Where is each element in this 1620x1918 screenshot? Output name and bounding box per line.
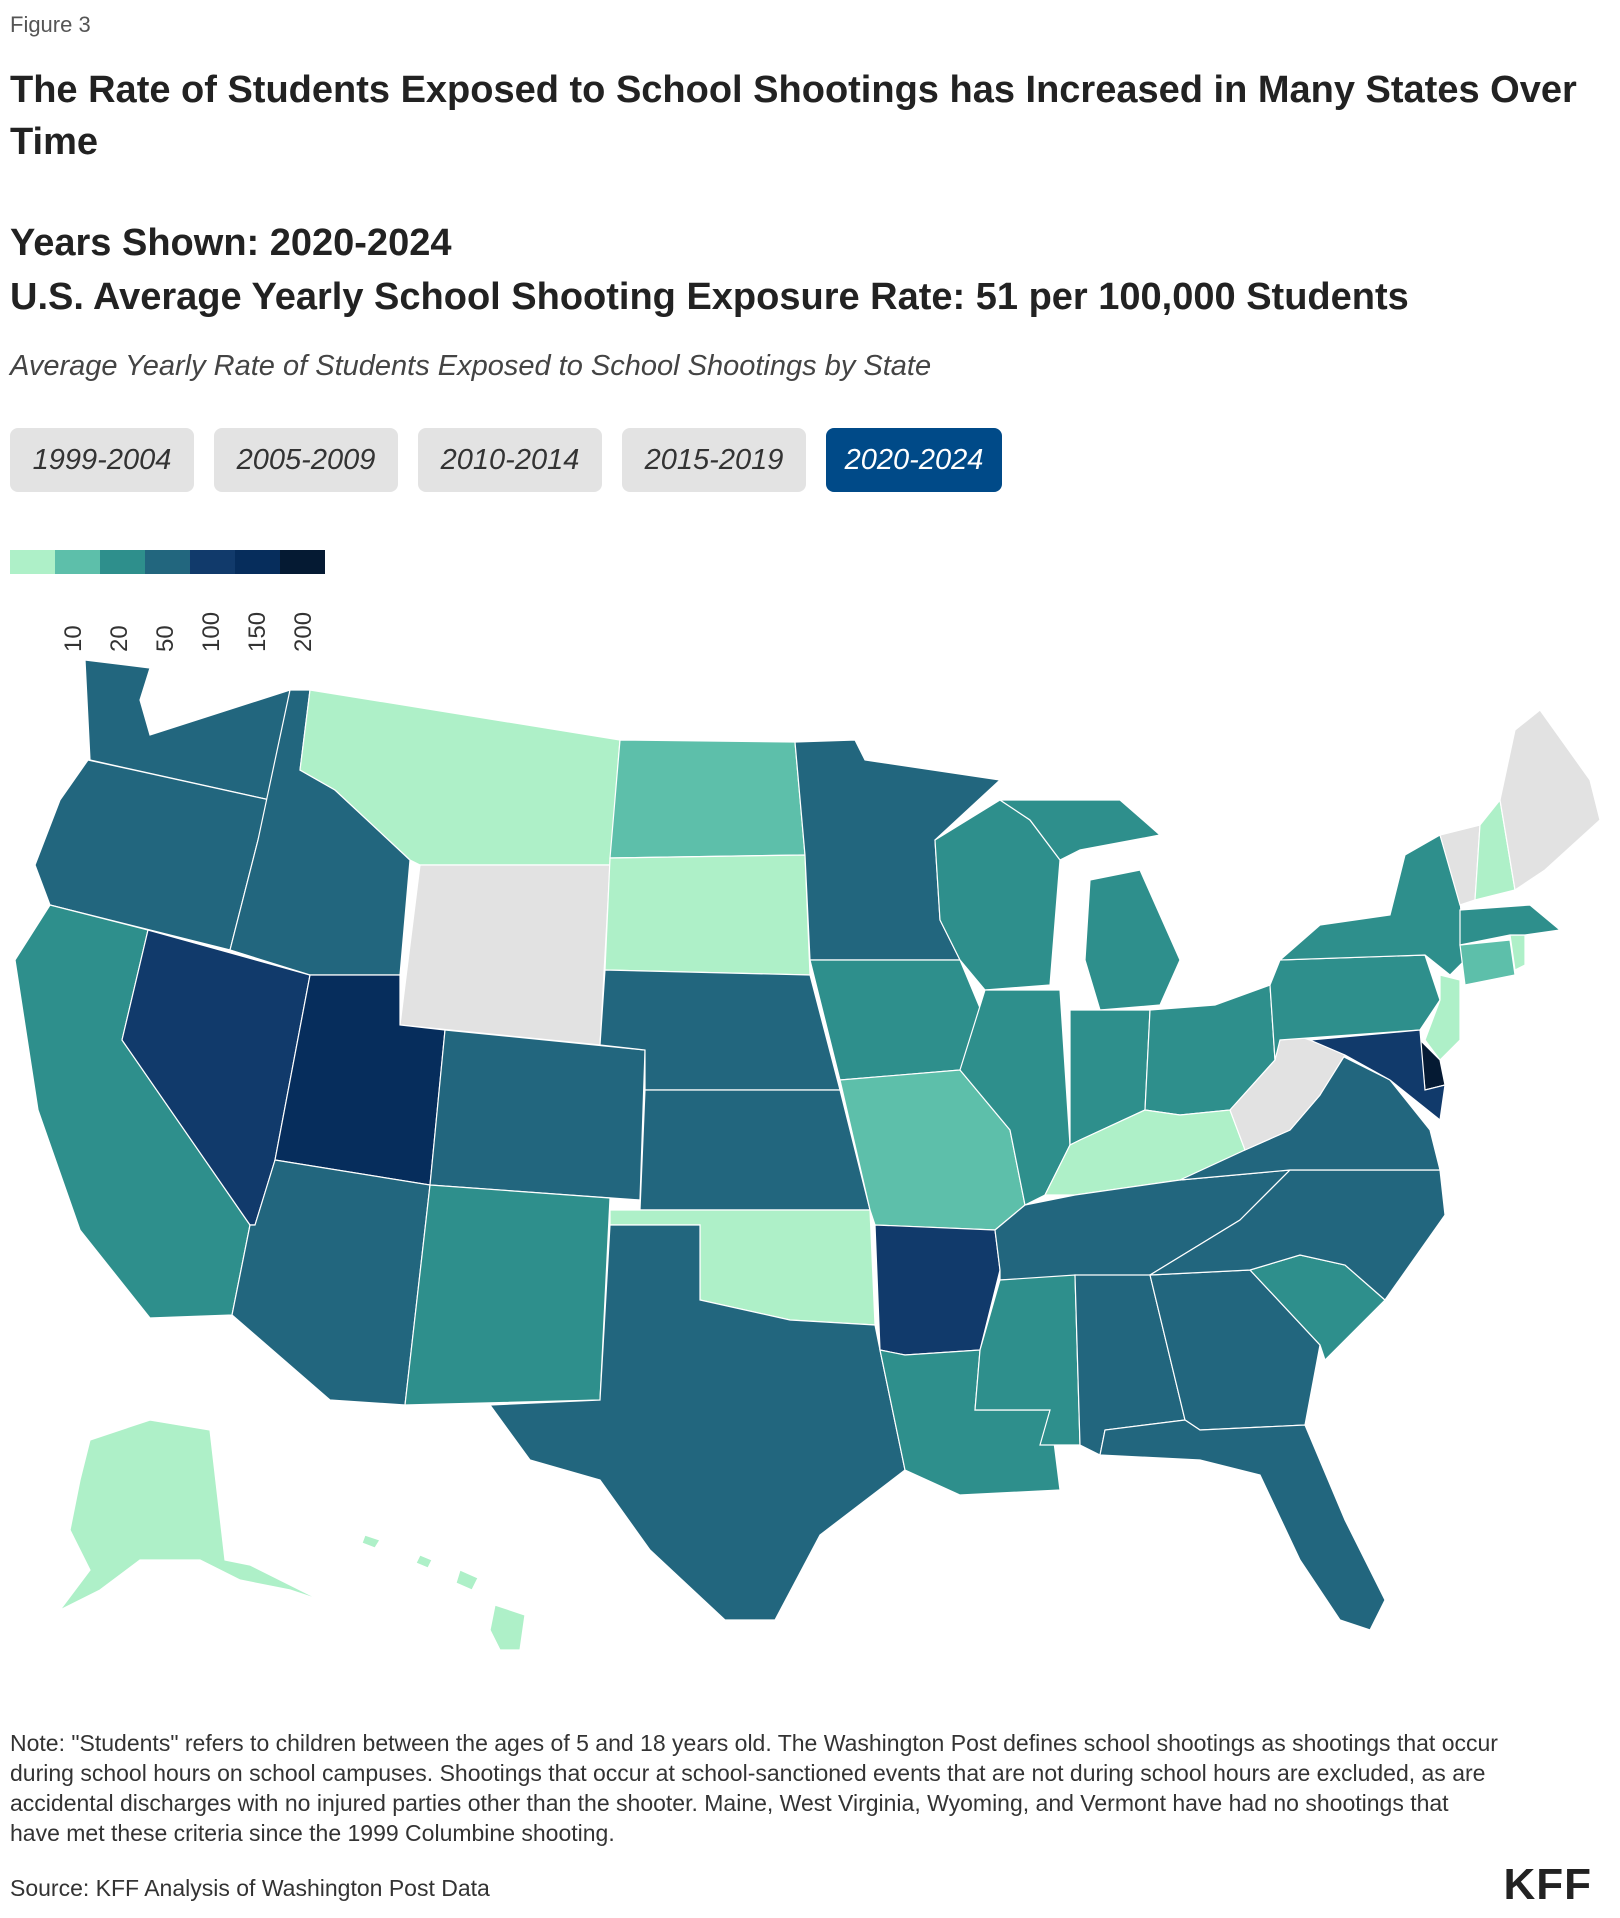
us-states-map	[14, 659, 1601, 1651]
state-CT[interactable]	[1459, 939, 1516, 986]
state-NM[interactable]	[404, 1184, 611, 1406]
legend-swatch	[10, 550, 55, 574]
period-button-2010-2014[interactable]: 2010-2014	[418, 428, 602, 492]
chart-title: The Rate of Students Exposed to School S…	[10, 69, 1577, 163]
period-button-2020-2024[interactable]: 2020-2024	[826, 428, 1002, 492]
legend-bar	[10, 550, 325, 574]
state-CO[interactable]	[429, 1029, 646, 1201]
state-AR[interactable]	[874, 1224, 1001, 1356]
state-SD[interactable]	[604, 854, 811, 976]
us-average-rate: U.S. Average Yearly School Shooting Expo…	[10, 276, 1409, 318]
state-IA[interactable]	[809, 959, 986, 1081]
years-shown: Years Shown: 2020-2024	[10, 222, 452, 264]
state-NY[interactable]	[1278, 834, 1466, 976]
legend-swatch	[235, 550, 280, 574]
kff-logo: KFF	[1503, 1860, 1592, 1909]
state-HI[interactable]	[361, 1534, 526, 1651]
state-ND[interactable]	[609, 739, 806, 859]
state-KS[interactable]	[639, 1089, 871, 1211]
legend-swatch	[280, 550, 325, 574]
legend-swatch	[100, 550, 145, 574]
footnote: Note: "Students" refers to children betw…	[10, 1730, 1498, 1846]
state-FL[interactable]	[1099, 1419, 1386, 1631]
state-WY[interactable]	[399, 864, 611, 1046]
figure-label: Figure 3	[10, 12, 91, 37]
legend-swatch	[190, 550, 235, 574]
chart-subtitle: Average Yearly Rate of Students Exposed …	[10, 350, 932, 382]
period-button-2005-2009[interactable]: 2005-2009	[214, 428, 398, 492]
source-line: Source: KFF Analysis of Washington Post …	[10, 1875, 490, 1901]
state-ME[interactable]	[1499, 709, 1601, 892]
state-MA[interactable]	[1459, 904, 1562, 946]
state-TX[interactable]	[488, 1224, 906, 1621]
state-AK[interactable]	[59, 1419, 321, 1611]
legend-swatch	[145, 550, 190, 574]
state-IL[interactable]	[959, 989, 1071, 1206]
state-MI[interactable]	[998, 799, 1181, 1011]
period-selector: 1999-2004 2005-2009 2010-2014 2015-2019 …	[10, 428, 1002, 492]
color-legend: 10 20 50 100 150 200	[10, 550, 325, 654]
period-button-1999-2004[interactable]: 1999-2004	[10, 428, 194, 492]
period-button-2015-2019[interactable]: 2015-2019	[622, 428, 806, 492]
state-MD[interactable]	[1309, 1029, 1446, 1122]
legend-swatch	[55, 550, 100, 574]
